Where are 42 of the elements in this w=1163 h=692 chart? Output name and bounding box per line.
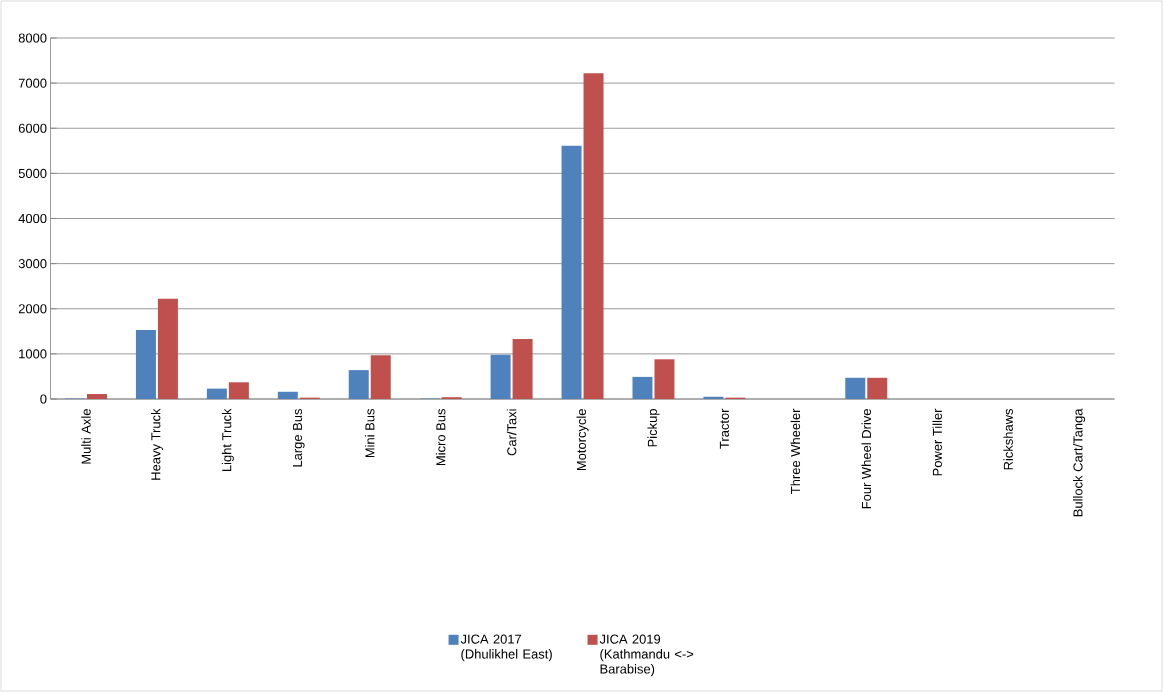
bar [277,391,298,399]
x-tick-label: Tractor [719,408,729,449]
bar [135,329,156,399]
bar [561,145,582,399]
x-tick-label: Large Bus [293,409,305,467]
y-tick-label: 4000 [18,213,47,224]
bar [87,394,107,399]
y-tick-label: 7000 [18,78,47,88]
bar [845,377,866,399]
x-tick-label: Multi Axle [81,409,91,464]
bar [583,73,604,399]
x-tick-label: Car/Taxi [506,409,517,456]
y-tick-label: 6000 [18,123,47,133]
x-tick-label: Micro Bus [435,409,446,466]
x-tick-label: Rickshaws [1003,408,1013,470]
y-tick-label: 3000 [18,259,47,269]
y-tick-label: 2000 [18,304,47,314]
bar [348,370,369,399]
bar [867,377,888,399]
x-tick-label: Motorcycle [576,409,589,471]
y-tick-label: 0 [40,394,47,404]
legend-label: JICA 2017 (Dhulikhel East) [460,634,552,662]
bar [228,382,249,399]
x-tick-label: Mini Bus [364,409,375,458]
y-tick-label: 8000 [18,33,47,43]
y-tick-label: 1000 [19,349,47,359]
x-tick-label: Bullock Cart/Tanga [1073,408,1086,517]
x-tick-label: Heavy Truck [150,408,163,480]
bar [512,338,533,399]
y-tick-label: 5000 [18,168,47,178]
bar [490,354,511,399]
bar [157,298,178,399]
x-tick-label: Three Wheeler [790,408,801,494]
x-tick-label: Light Truck [221,408,234,472]
legend-label: JICA 2019 (Kathmandu <-> Barabise) [599,634,694,677]
bar [632,376,653,399]
bar [206,388,227,399]
x-tick-label: Power Tiller [932,408,942,476]
x-tick-label: Four Wheel Drive [861,409,872,509]
bar [654,359,675,399]
x-tick-label: Pickup [647,409,660,447]
bar [370,355,391,399]
